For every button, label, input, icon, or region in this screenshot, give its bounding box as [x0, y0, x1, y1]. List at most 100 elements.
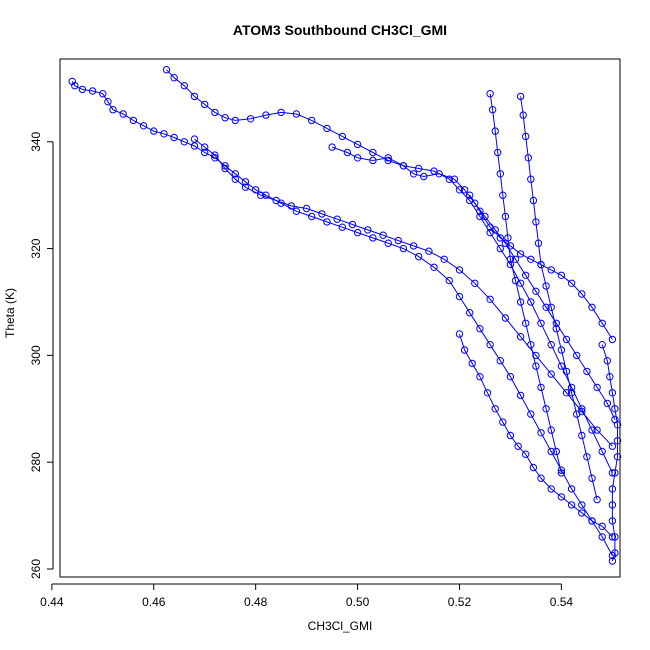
- data-point: [499, 418, 507, 426]
- chart-title: ATOM3 Southbound CH3Cl_GMI: [233, 22, 447, 38]
- data-point: [588, 517, 596, 525]
- data-point: [471, 199, 479, 207]
- data-point: [353, 154, 362, 162]
- data-point: [466, 191, 474, 199]
- data-point: [557, 493, 566, 501]
- data-point: [611, 405, 619, 413]
- y-axis: 260 280 300 320 340: [29, 131, 54, 579]
- y-tick-label: 260: [29, 559, 43, 579]
- data-point: [292, 207, 301, 215]
- data-point: [562, 335, 571, 344]
- data-point: [527, 341, 535, 349]
- data-point: [190, 92, 199, 101]
- data-point: [409, 242, 418, 250]
- data-point: [262, 191, 270, 199]
- data-point: [611, 469, 619, 477]
- data-point: [547, 303, 555, 311]
- series-line: [194, 138, 613, 447]
- data-point: [353, 140, 362, 149]
- data-point: [338, 132, 346, 141]
- y-tick-label: 300: [29, 345, 43, 365]
- data-point: [384, 154, 392, 162]
- data-point: [578, 431, 586, 440]
- series-line: [459, 333, 613, 538]
- data-point: [532, 362, 540, 370]
- data-point: [567, 485, 576, 493]
- data-point: [160, 130, 168, 138]
- data-point: [348, 220, 357, 229]
- data-point: [415, 164, 423, 173]
- data-point: [272, 196, 280, 205]
- data-point: [552, 325, 560, 333]
- data-point: [514, 442, 522, 450]
- data-point: [593, 383, 601, 392]
- data-point: [496, 234, 504, 242]
- data-point: [537, 260, 545, 269]
- data-point: [552, 319, 560, 327]
- data-point: [343, 148, 352, 157]
- data-point: [328, 143, 336, 151]
- data-point: [567, 501, 576, 509]
- data-point: [231, 175, 240, 183]
- data-point: [308, 116, 316, 125]
- data-point: [180, 82, 189, 90]
- data-point: [450, 175, 459, 183]
- data-point: [573, 410, 581, 418]
- data-point: [578, 290, 586, 298]
- data-point: [415, 252, 423, 261]
- data-point: [476, 207, 484, 215]
- data-point: [241, 178, 250, 186]
- data-point: [606, 373, 614, 381]
- data-point: [257, 191, 265, 199]
- data-point: [499, 191, 507, 199]
- data-point: [501, 314, 510, 322]
- data-point: [466, 309, 474, 317]
- data-point: [353, 228, 362, 237]
- data-point: [557, 346, 566, 354]
- data-point: [71, 82, 79, 90]
- data-point: [529, 196, 538, 205]
- data-point: [486, 341, 494, 349]
- data-point: [598, 319, 606, 327]
- data-point: [598, 533, 606, 541]
- x-tick-label: 0.50: [346, 595, 370, 609]
- data-layer: [68, 66, 622, 565]
- data-point: [302, 204, 311, 213]
- data-point: [201, 148, 209, 157]
- data-point: [494, 148, 502, 157]
- data-point: [567, 279, 576, 287]
- data-point: [221, 114, 229, 122]
- data-point: [608, 517, 617, 525]
- y-axis-label: Theta (K): [3, 288, 17, 338]
- data-point: [593, 495, 601, 504]
- data-point: [608, 485, 617, 493]
- data-point: [468, 359, 476, 368]
- data-point: [529, 463, 538, 472]
- data-point: [613, 421, 622, 429]
- data-point: [608, 335, 617, 344]
- data-point: [109, 106, 117, 114]
- data-point: [562, 367, 571, 376]
- data-point: [246, 115, 255, 123]
- data-point: [516, 391, 525, 400]
- data-point: [104, 98, 112, 106]
- data-point: [504, 234, 512, 242]
- data-point: [221, 164, 229, 173]
- data-point: [338, 223, 346, 231]
- data-point: [573, 351, 581, 360]
- data-point: [420, 172, 428, 181]
- y-tick-label: 280: [29, 452, 43, 472]
- data-point: [445, 175, 453, 183]
- data-point: [455, 330, 464, 338]
- data-point: [435, 170, 443, 178]
- data-point: [519, 111, 527, 119]
- data-point: [476, 325, 484, 333]
- data-point: [506, 255, 515, 263]
- data-point: [409, 170, 418, 178]
- x-tick-label: 0.46: [142, 595, 166, 609]
- data-point: [333, 215, 341, 223]
- data-point: [476, 373, 484, 381]
- data-point: [241, 183, 250, 191]
- data-point: [99, 90, 107, 98]
